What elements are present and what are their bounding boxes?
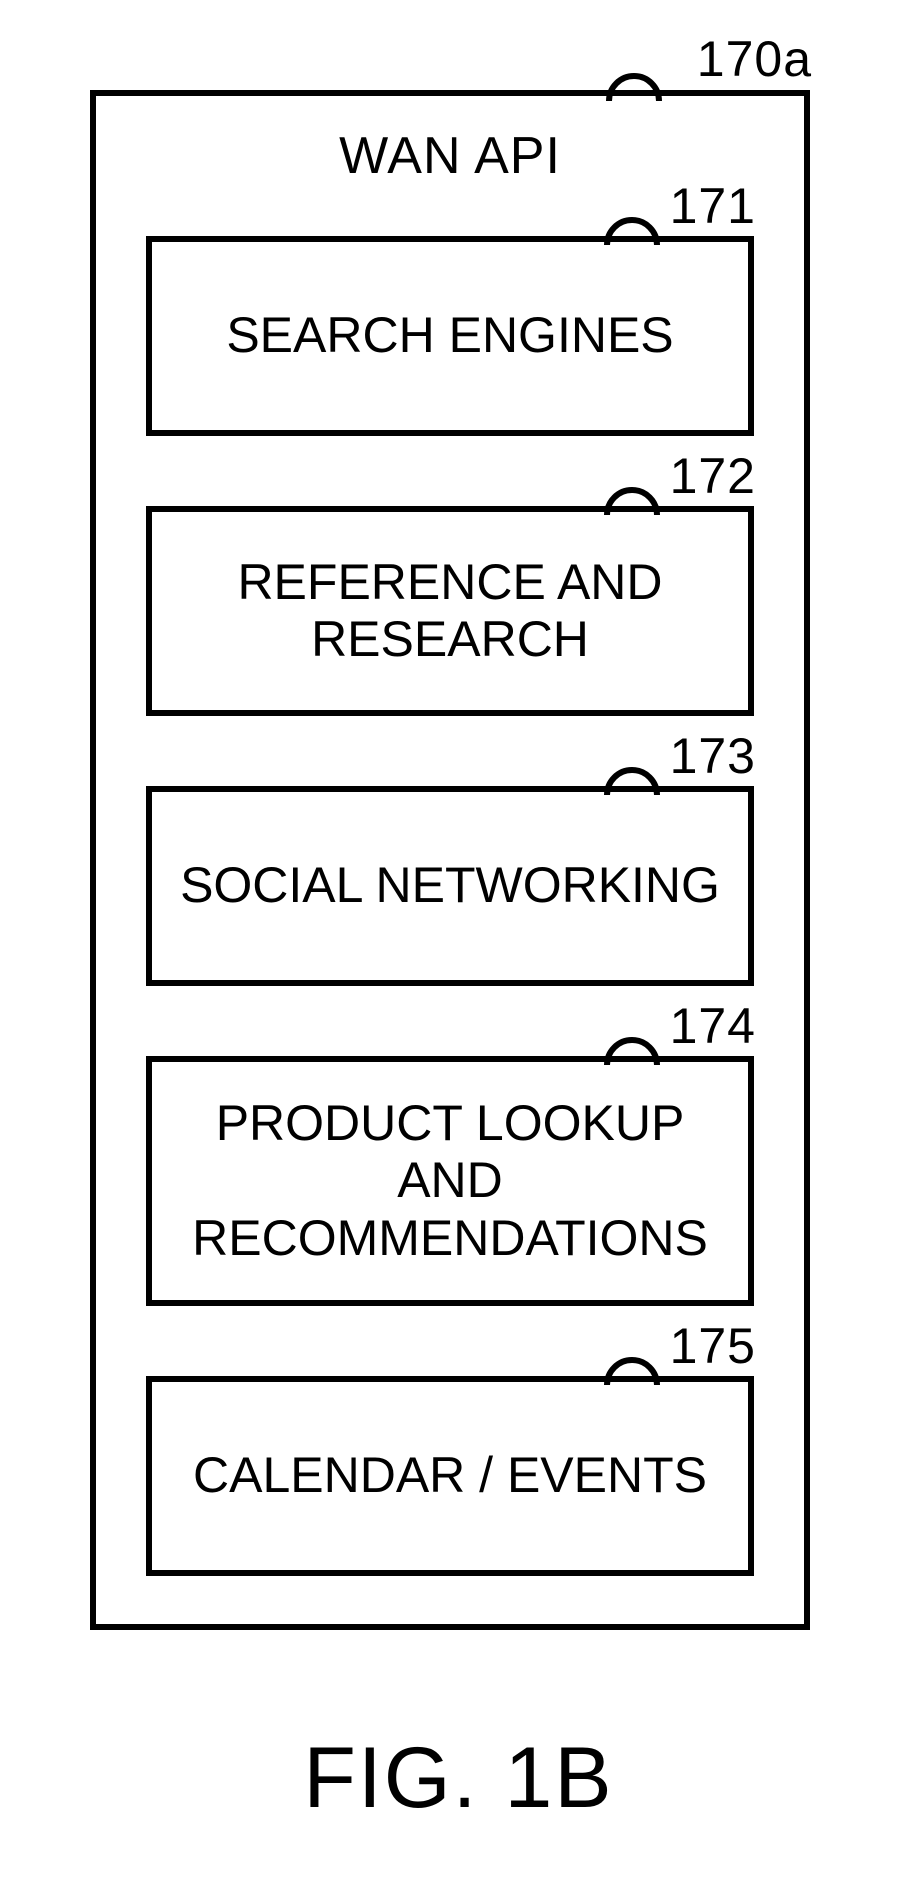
ref-label: 175 xyxy=(670,1318,756,1376)
box-calendar-events: 175 CALENDAR / EVENTS xyxy=(146,1376,754,1576)
ref-arc-icon xyxy=(602,1030,662,1070)
box-label: CALENDAR / EVENTS xyxy=(193,1447,707,1505)
ref-label: 173 xyxy=(670,728,756,786)
diagram-container: 170a WAN API 171 SEARCH ENGINES 172 REFE… xyxy=(90,90,810,1630)
box-reference-research: 172 REFERENCE AND RESEARCH xyxy=(146,506,754,716)
ref-label-outer: 170a xyxy=(697,30,812,88)
inner-box-stack: 171 SEARCH ENGINES 172 REFERENCE AND RES… xyxy=(146,236,754,1584)
ref-arc-icon xyxy=(602,210,662,250)
box-social-networking: 173 SOCIAL NETWORKING xyxy=(146,786,754,986)
box-label: REFERENCE AND RESEARCH xyxy=(162,554,738,669)
ref-arc-icon xyxy=(602,760,662,800)
ref-label: 171 xyxy=(670,178,756,236)
ref-arc-icon xyxy=(602,1350,662,1390)
box-label: SEARCH ENGINES xyxy=(226,307,673,365)
box-label: PRODUCT LOOKUP AND RECOMMENDATIONS xyxy=(162,1095,738,1268)
box-label: SOCIAL NETWORKING xyxy=(180,857,720,915)
ref-arc-icon xyxy=(604,66,664,106)
outer-box-wan-api: 170a WAN API 171 SEARCH ENGINES 172 REFE… xyxy=(90,90,810,1630)
box-search-engines: 171 SEARCH ENGINES xyxy=(146,236,754,436)
box-product-lookup: 174 PRODUCT LOOKUP AND RECOMMENDATIONS xyxy=(146,1056,754,1306)
figure-caption: FIG. 1B xyxy=(0,1729,917,1828)
ref-arc-icon xyxy=(602,480,662,520)
ref-label: 174 xyxy=(670,998,756,1056)
ref-label: 172 xyxy=(670,448,756,506)
outer-box-title: WAN API xyxy=(146,126,754,186)
